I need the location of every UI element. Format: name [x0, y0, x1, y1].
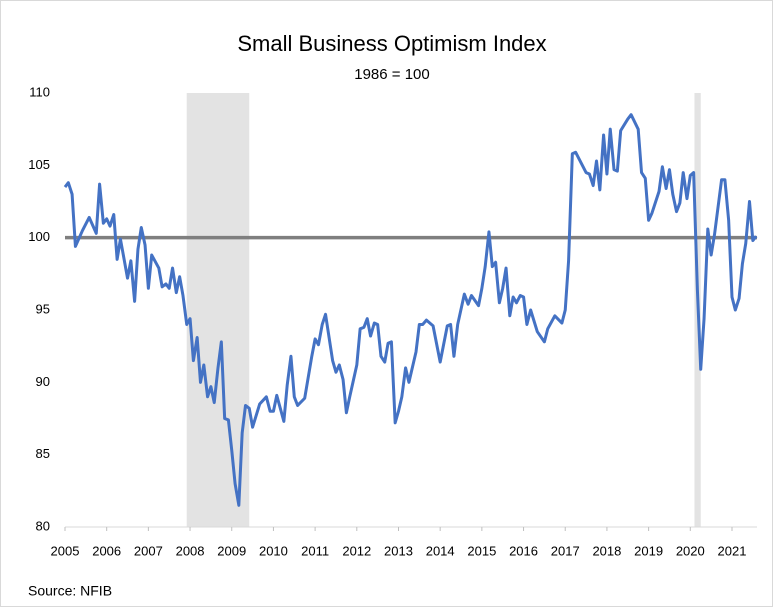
chart-title: Small Business Optimism Index	[237, 31, 546, 56]
y-tick-label: 95	[36, 301, 50, 316]
y-tick-label: 80	[36, 518, 50, 533]
x-tick-label: 2016	[509, 543, 538, 558]
x-tick-label: 2021	[718, 543, 747, 558]
x-tick-label: 2008	[176, 543, 205, 558]
chart-subtitle: 1986 = 100	[354, 66, 430, 83]
x-tick-label: 2020	[676, 543, 705, 558]
x-tick-label: 2018	[592, 543, 621, 558]
index-line	[63, 113, 758, 507]
x-tick-label: 2013	[384, 543, 413, 558]
y-tick-label: 85	[36, 446, 50, 461]
y-tick-label: 90	[36, 374, 50, 389]
x-tick-label: 2005	[51, 543, 80, 558]
x-tick-label: 2007	[134, 543, 163, 558]
x-tick-label: 2006	[92, 543, 121, 558]
x-tick-label: 2014	[426, 543, 455, 558]
y-tick-label: 105	[28, 157, 50, 172]
x-tick-label: 2012	[342, 543, 371, 558]
source-note: Source: NFIB	[28, 583, 112, 599]
x-tick-label: 2015	[467, 543, 496, 558]
x-tick-label: 2010	[259, 543, 288, 558]
x-tick-label: 2019	[634, 543, 663, 558]
x-tick-label: 2017	[551, 543, 580, 558]
x-tick-label: 2011	[301, 543, 329, 558]
y-tick-label: 110	[29, 84, 50, 99]
recession-band	[186, 93, 250, 527]
x-tick-label: 2009	[217, 543, 246, 558]
y-tick-label: 100	[28, 229, 50, 244]
